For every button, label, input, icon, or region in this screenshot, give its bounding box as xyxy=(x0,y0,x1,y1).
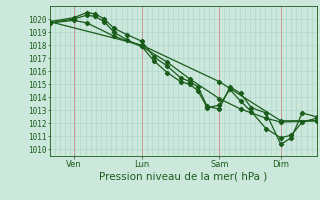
X-axis label: Pression niveau de la mer( hPa ): Pression niveau de la mer( hPa ) xyxy=(99,172,267,182)
